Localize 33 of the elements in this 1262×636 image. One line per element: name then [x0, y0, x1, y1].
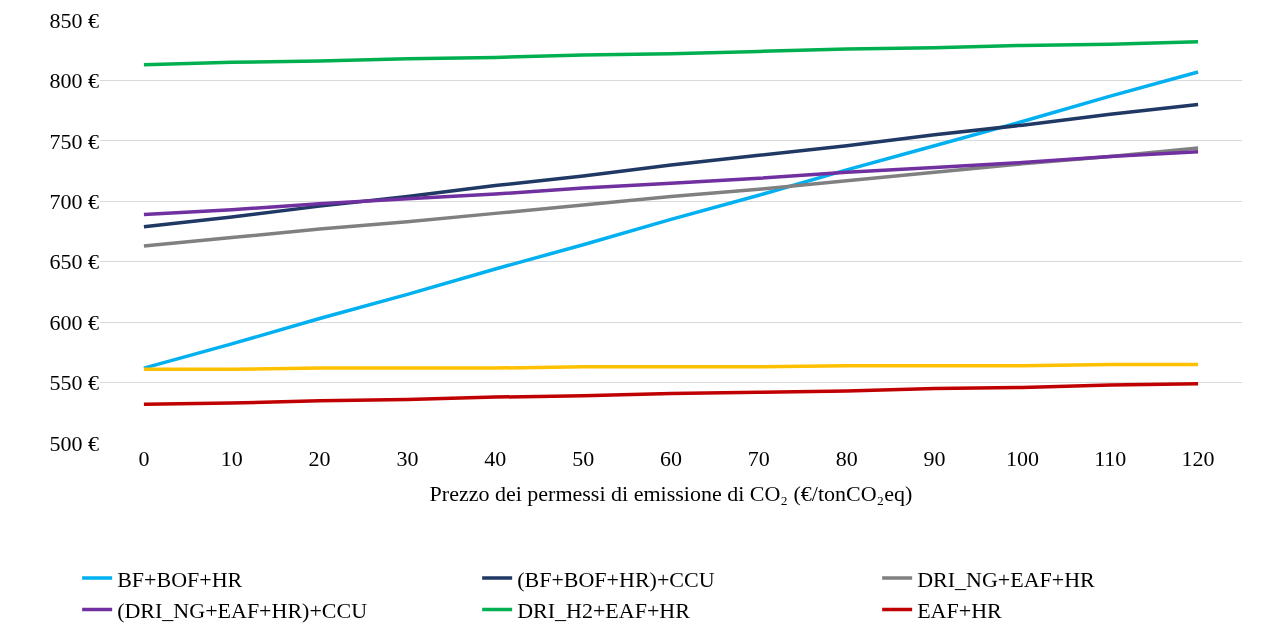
x-tick-label: 100 [1005, 446, 1039, 471]
y-tick-label: 500 € [49, 430, 99, 456]
x-tick-label: 80 [835, 446, 858, 471]
y-tick-label: 650 € [49, 249, 99, 275]
x-tick-label: 120 [1181, 446, 1215, 471]
y-tick-label: 850 € [49, 7, 99, 33]
x-tick-label: 0 [138, 446, 150, 471]
line-series [142, 149, 1200, 217]
line-series [142, 40, 1200, 67]
x-tick-label: 110 [1094, 446, 1127, 471]
x-tick-label: 20 [308, 446, 331, 471]
line-series [142, 382, 1200, 407]
legend-label: EAF+HR [917, 598, 1003, 624]
legend-label: (BF+BOF+HR)+CCU [517, 566, 715, 592]
x-tick-label: 70 [747, 446, 770, 471]
y-tick-label: 750 € [49, 128, 99, 154]
legend-label: DRI_H2+EAF+HR [517, 598, 691, 624]
y-tick-label: 600 € [49, 309, 99, 335]
y-tick-label: 550 € [49, 370, 99, 396]
legend-label: (DRI_NG+EAF+HR)+CCU [117, 598, 368, 624]
x-tick-label: 40 [484, 446, 507, 471]
x-tick-label: 30 [396, 446, 419, 471]
y-tick-label: 800 € [49, 68, 99, 94]
y-tick-label: 700 € [49, 188, 99, 214]
x-tick-label: 50 [572, 446, 595, 471]
line-series [142, 70, 1200, 370]
x-tick-label: 90 [923, 446, 946, 471]
line-series [142, 102, 1200, 229]
legend-label: BF+BOF+HR [117, 566, 243, 592]
x-axis-title: Prezzo dei permessi di emissione di CO₂ (€/tonCO₂eq) [429, 480, 913, 506]
legend-label: DRI_NG+EAF+HR [917, 566, 1096, 592]
x-tick-label: 60 [660, 446, 682, 471]
x-tick-label: 10 [220, 446, 243, 471]
